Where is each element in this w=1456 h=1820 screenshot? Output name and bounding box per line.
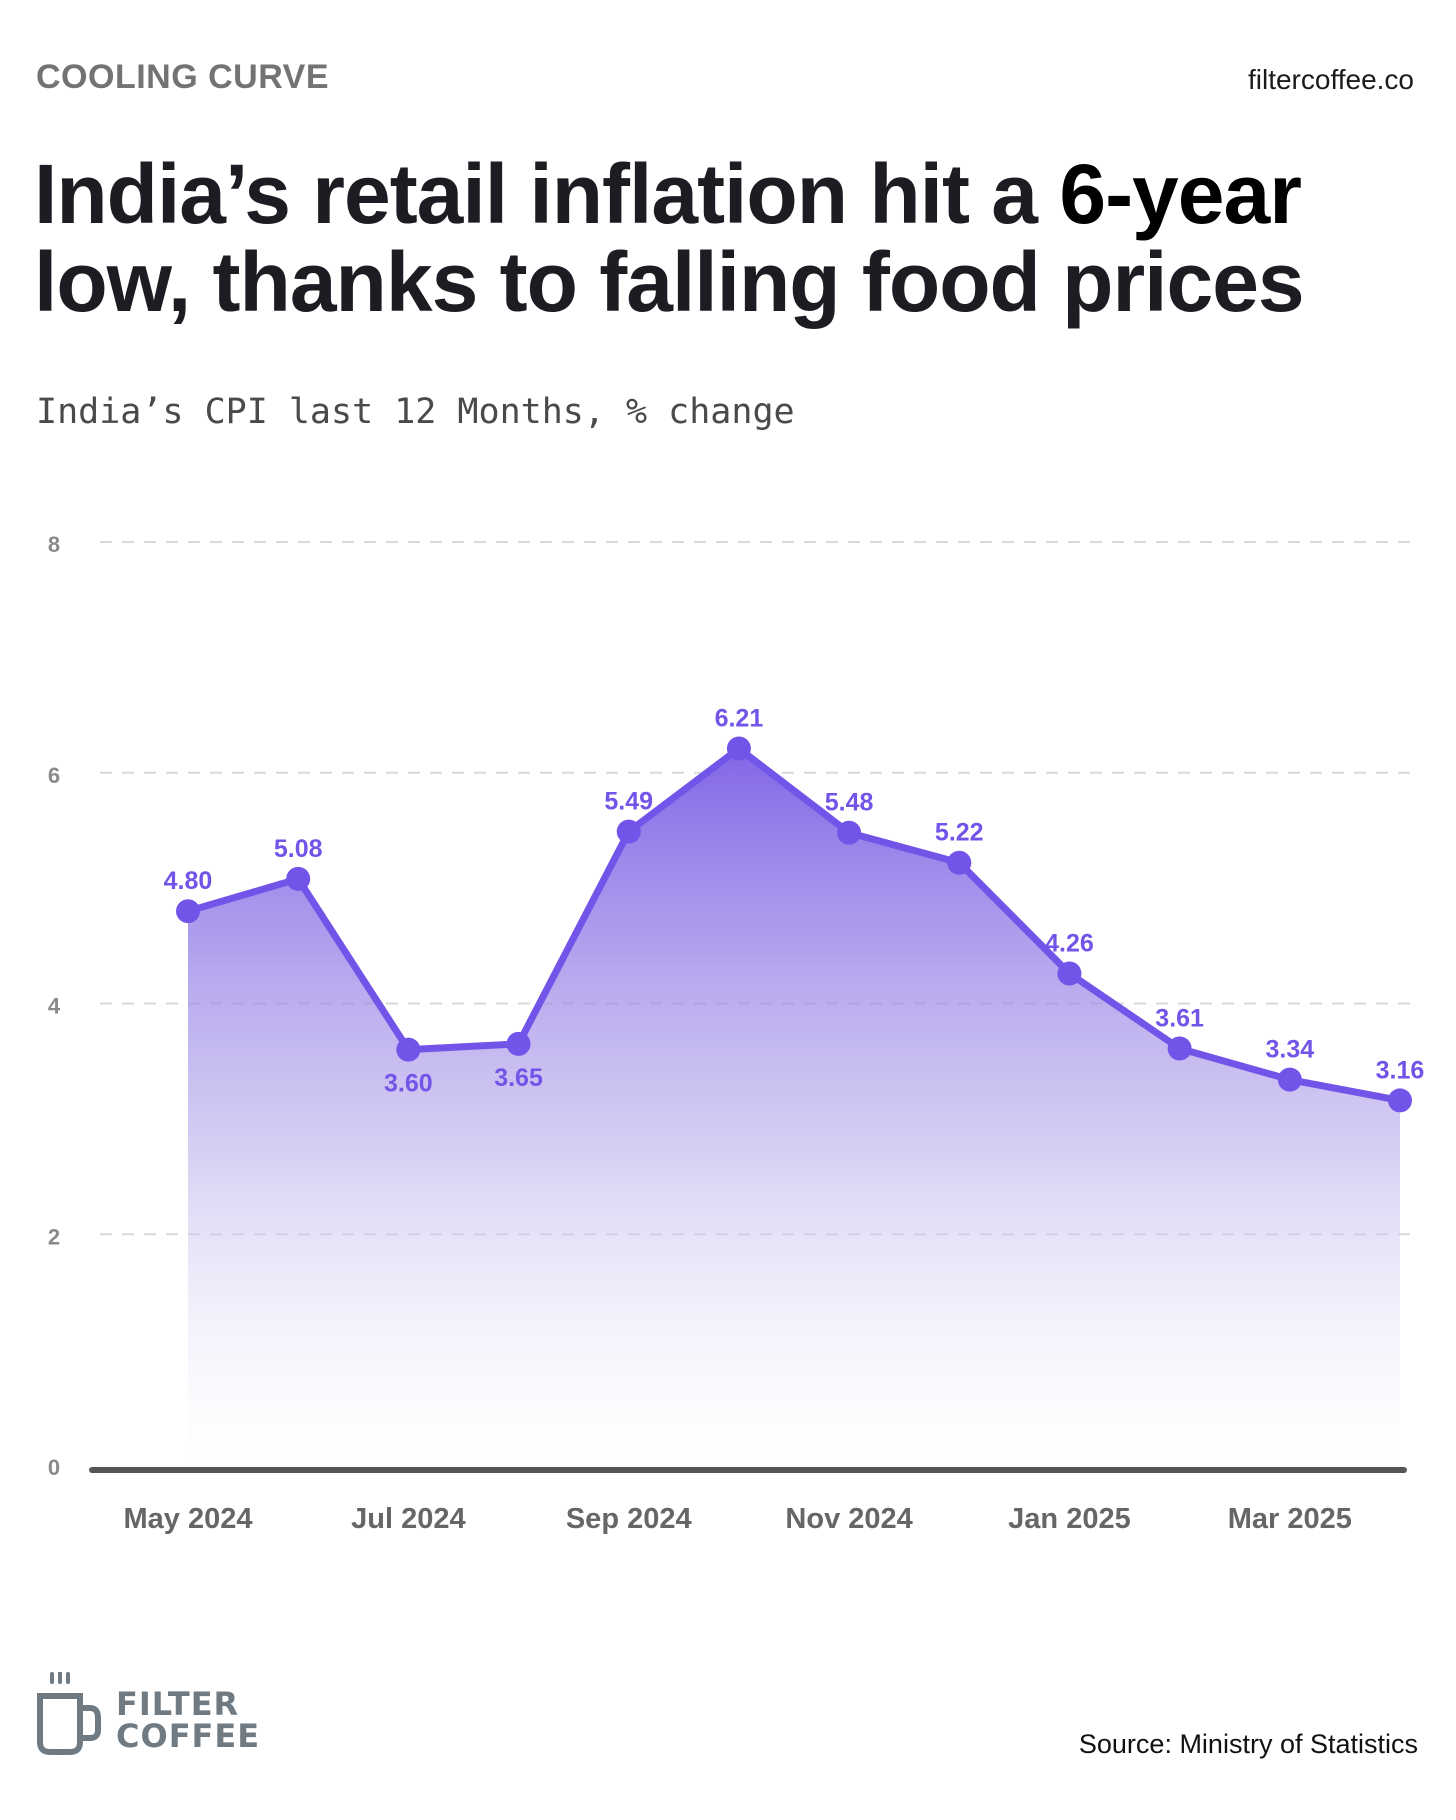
brand-line-2: COFFEE [116,1717,261,1755]
data-label: 5.48 [825,789,874,817]
site-url: filtercoffee.co [1247,64,1414,95]
data-label: 3.61 [1155,1004,1204,1032]
data-point [176,899,200,924]
y-tick-label: 4 [48,994,61,1019]
series-line [184,745,1404,1104]
data-point [286,866,311,891]
data-point [1388,1088,1412,1113]
data-label: 4.80 [164,867,213,895]
y-tick-label: 0 [48,1455,60,1480]
data-point [1167,1036,1192,1061]
data-point [947,850,972,875]
y-axis-ticks: 0 2 4 6 8 [48,532,61,1480]
title-emphasis: 6-year [1059,147,1302,241]
data-point [726,736,751,761]
kicker-label: COOLING CURVE [36,58,330,96]
area-fill [188,748,1400,1465]
data-point [837,820,862,845]
brand-line-1: FILTER [116,1685,240,1723]
data-point [506,1031,531,1056]
data-label: 3.34 [1265,1036,1314,1064]
data-label: 3.65 [494,1064,543,1092]
data-point [396,1037,421,1062]
data-point [616,819,641,844]
data-label: 5.49 [604,788,653,816]
chart-title: India’s retail inflation hit a 6-year lo… [34,150,1434,326]
x-tick-label: Mar 2025 [1228,1503,1352,1535]
y-tick-label: 6 [48,763,60,788]
data-label: 3.60 [384,1070,433,1098]
source-note: Source: Ministry of Statistics [1078,1729,1418,1759]
data-point [1277,1067,1302,1092]
data-point [1057,961,1082,986]
x-tick-label: Jan 2025 [1008,1503,1131,1535]
x-tick-label: Nov 2024 [785,1503,912,1535]
data-label: 6.21 [715,705,764,733]
y-tick-label: 8 [48,532,60,557]
x-tick-label: Jul 2024 [351,1503,465,1535]
y-tick-label: 2 [48,1224,60,1249]
data-label: 3.16 [1376,1056,1425,1084]
chart-subtitle: India’s CPI last 12 Months, % change [36,392,795,432]
coffee-cup-icon [37,1672,101,1755]
title-part-1: India’s retail inflation hit a [34,147,1060,241]
data-label: 4.26 [1045,930,1094,958]
brand-wordmark: FILTER COFFEE [116,1688,260,1752]
title-part-2: low, thanks to falling food prices [34,235,1305,329]
data-labels: 4.80 5.08 3.60 3.65 5.49 6.21 5.48 5.22 4.26 3.61… [164,705,1425,1098]
data-points [176,736,1412,1113]
x-tick-label: Sep 2024 [566,1503,692,1535]
x-tick-label: May 2024 [124,1503,253,1535]
x-axis-ticks: May 2024 Jul 2024 Sep 2024 Nov 2024 Jan 2025… [124,1503,1352,1535]
data-label: 5.08 [274,835,323,863]
data-label: 5.22 [935,819,984,847]
